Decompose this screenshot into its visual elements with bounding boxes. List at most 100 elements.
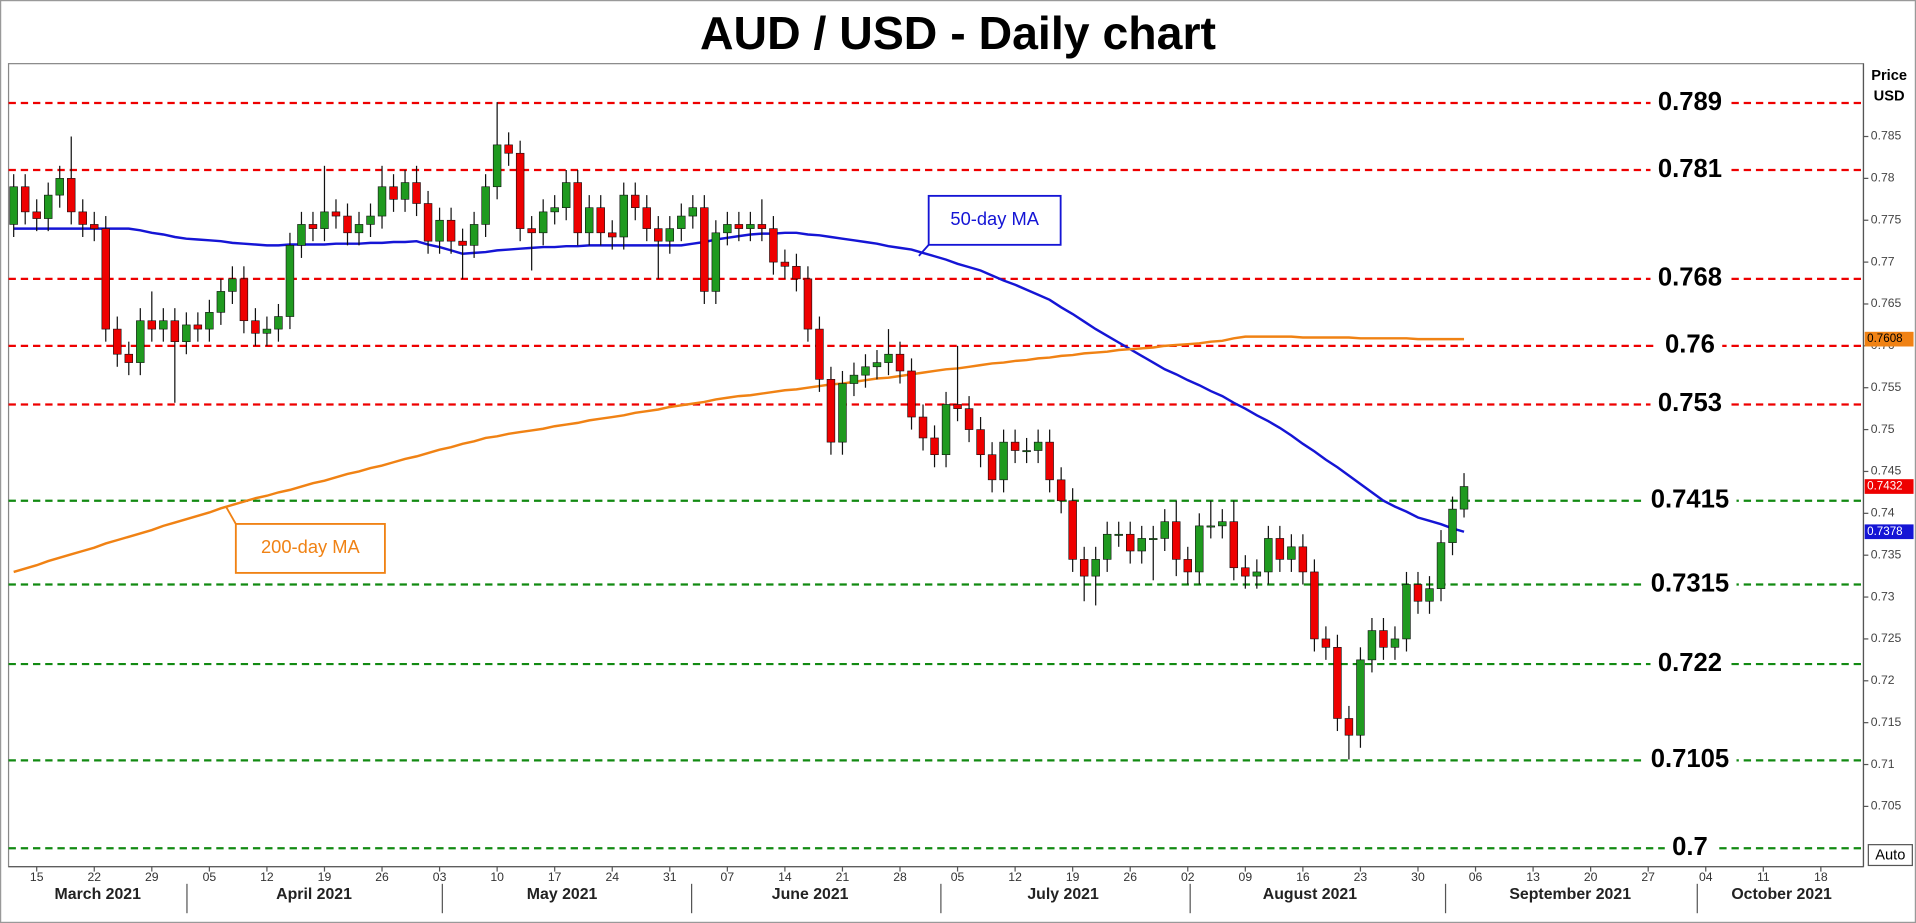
x-tick-label: 16 [1296, 870, 1310, 884]
candle-body [1298, 546, 1308, 573]
auto-button[interactable] [1867, 844, 1913, 867]
candle-body [987, 454, 997, 481]
candle-body [1436, 542, 1446, 589]
x-tick-label: 05 [951, 870, 965, 884]
candle-body [1229, 521, 1239, 569]
candle-body [930, 437, 939, 456]
candle-body [262, 328, 272, 334]
candle-body [1344, 718, 1354, 736]
price-tag-label: 0.7432 [1867, 480, 1902, 493]
candle-body [1402, 584, 1411, 640]
level-label: 0.781 [1658, 155, 1722, 183]
candle-body [147, 320, 157, 330]
candle-body [1264, 538, 1273, 573]
x-tick-label: 12 [260, 870, 274, 884]
candle-body [861, 366, 870, 376]
x-tick-label: 31 [663, 870, 677, 884]
x-tick-label: 14 [778, 870, 792, 884]
month-label: September 2021 [1509, 886, 1631, 903]
candle-body [285, 245, 295, 317]
annotation-pointer [918, 244, 930, 257]
candle-body [78, 211, 87, 225]
candle-body [561, 182, 571, 208]
month-label: June 2021 [772, 886, 849, 903]
candle-body [895, 353, 905, 372]
candle-body [9, 186, 18, 225]
y-tick-label: 0.715 [1871, 715, 1902, 729]
candle-body [746, 224, 755, 229]
annotation-box [927, 194, 1062, 246]
level-label: 0.722 [1658, 649, 1722, 677]
month-label: July 2021 [1027, 886, 1099, 903]
candle-body [815, 328, 824, 380]
x-tick-label: 06 [1469, 870, 1483, 884]
x-tick-label: 30 [1411, 870, 1425, 884]
price-tag [1864, 479, 1914, 494]
x-tick-label: 24 [605, 870, 619, 884]
month-label: October 2021 [1731, 886, 1832, 903]
candle-body [849, 374, 859, 384]
x-tick-label: 26 [375, 870, 389, 884]
month-label: March 2021 [55, 886, 142, 903]
level-label-background [1657, 330, 1723, 359]
candle-body [458, 240, 467, 246]
candle-body [354, 224, 364, 234]
auto-button-label[interactable]: Auto [1875, 848, 1905, 864]
candle-body [193, 324, 203, 330]
y-tick-label: 0.755 [1871, 380, 1902, 394]
candle-body [1218, 521, 1227, 527]
candle-body [1379, 630, 1388, 648]
candle-body [492, 144, 502, 188]
level-label-background [1650, 154, 1730, 183]
candle-body [953, 404, 962, 409]
candle-body [423, 203, 433, 242]
x-tick-label: 04 [1699, 870, 1713, 884]
candle-body [677, 215, 686, 229]
candle-body [918, 416, 928, 439]
candle-body [44, 194, 53, 219]
candle-body [585, 207, 594, 234]
candle-body [1056, 479, 1066, 502]
moving-average-line [13, 335, 1465, 574]
price-tag [1864, 331, 1914, 347]
level-label: 0.753 [1658, 389, 1722, 417]
y-tick-label: 0.705 [1871, 799, 1902, 813]
candle-body [872, 362, 882, 368]
candle-body [1459, 486, 1469, 510]
candle-body [573, 182, 582, 234]
candle-body [205, 312, 214, 330]
candle-body [1137, 538, 1146, 552]
candle-body [654, 228, 663, 242]
y-tick-label: 0.745 [1871, 464, 1902, 478]
level-label: 0.7 [1672, 833, 1708, 861]
y-tick-label: 0.765 [1871, 296, 1902, 310]
candle-body [976, 429, 985, 456]
level-label-background [1650, 263, 1730, 292]
candle-body [723, 224, 732, 234]
level-label-background [1650, 87, 1730, 116]
candle-body [780, 261, 790, 267]
candle-body [1149, 538, 1158, 540]
price-tag [1864, 524, 1914, 540]
candle-body [941, 404, 951, 456]
candle-body [596, 207, 605, 234]
y-tick-label: 0.785 [1871, 129, 1902, 143]
x-tick-label: 02 [1181, 870, 1195, 884]
candle-body [251, 320, 260, 334]
candle-body [1195, 525, 1204, 573]
candle-body [1287, 546, 1296, 560]
candle-body [308, 224, 318, 229]
candle-body [792, 265, 801, 280]
candle-body [1010, 441, 1020, 451]
candle-body [136, 320, 145, 363]
level-label: 0.7415 [1651, 486, 1729, 514]
price-tag-label: 0.7608 [1867, 332, 1902, 345]
x-tick-label: 23 [1354, 870, 1368, 884]
candle-body [665, 228, 675, 242]
annotation-pointer [225, 506, 237, 525]
month-label: May 2021 [527, 886, 598, 903]
level-label-background [1664, 833, 1716, 862]
candle-body [700, 207, 709, 292]
candle-body [884, 353, 893, 363]
candle-body [734, 224, 744, 229]
